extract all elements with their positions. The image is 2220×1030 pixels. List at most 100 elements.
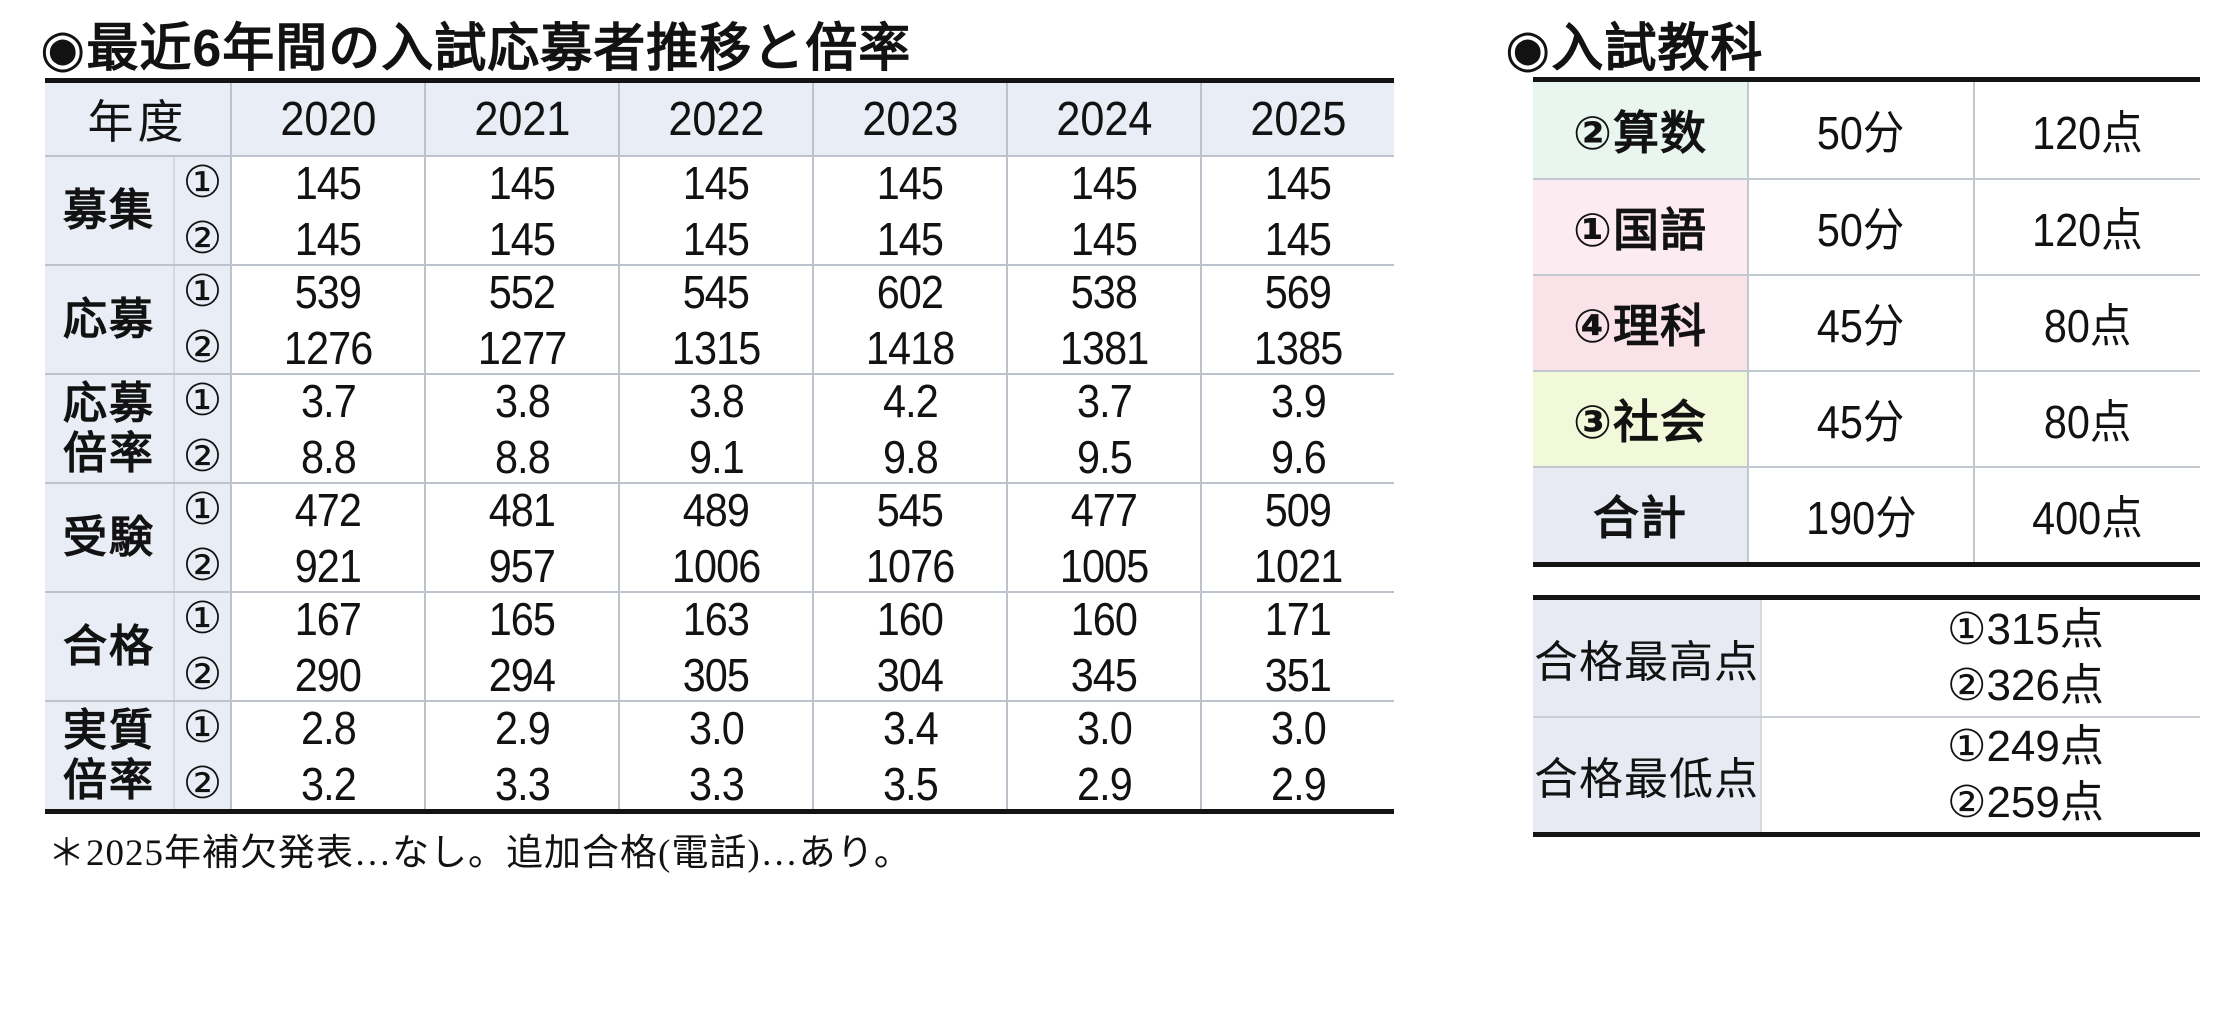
value-cell: 167 290	[230, 593, 424, 700]
round-2-mark: ②	[182, 322, 223, 372]
round-mark-cell: ① ②	[173, 157, 230, 264]
round-1-mark: ①	[182, 593, 223, 643]
subject-name: 合計	[1533, 468, 1747, 562]
subject-name: ④理科	[1533, 276, 1747, 370]
table-row-recruit: 募集 ① ② 145 145 145 145 145 145 145 145 145 14…	[45, 155, 1394, 264]
round-2-value: 3.2	[300, 757, 357, 809]
round-mark-cell: ① ②	[173, 593, 230, 700]
value-cell: 3.0 2.9	[1200, 702, 1394, 809]
value-cell: 477 1005	[1006, 484, 1200, 591]
time-value: 45分	[1817, 396, 1905, 448]
round-1-score: ①315点	[1947, 605, 2104, 654]
value-cell: 163 305	[618, 593, 812, 700]
round-1-value: 165	[488, 593, 556, 645]
year-cell-2023: 2023	[812, 83, 1006, 155]
round-2-value: 145	[682, 212, 750, 264]
round-2-mark: ②	[182, 649, 223, 699]
score-label: 合格最高点	[1533, 600, 1760, 716]
subject-points: 400点	[1973, 468, 2200, 562]
round-1-value: 145	[1070, 157, 1138, 209]
year-corner-cell: 年度	[45, 83, 230, 155]
round-1-value: 4.2	[882, 375, 939, 427]
round-2-value: 145	[1070, 212, 1138, 264]
points-value: 120点	[2032, 107, 2143, 159]
round-2-value: 145	[1264, 212, 1332, 264]
value-cell: 472 921	[230, 484, 424, 591]
applicants-header-row: 年度 2020 2021 2022 2023 2024 2025	[45, 83, 1394, 155]
round-2-value: 9.1	[688, 430, 745, 482]
round-1-mark: ①	[182, 157, 223, 207]
subject-time: 190分	[1747, 468, 1973, 562]
time-value: 45分	[1817, 300, 1905, 352]
table-row-applied: 応募 ① ② 539 1276 552 1277 545 1315 602 1418 5…	[45, 264, 1394, 373]
value-cell: 145 145	[424, 157, 618, 264]
footnote: ＊2025年補欠発表…なし。追加合格(電話)…あり。	[48, 833, 912, 874]
round-2-value: 145	[294, 212, 362, 264]
round-1-value: 545	[876, 484, 944, 536]
round-2-value: 1315	[671, 321, 761, 373]
round-mark-cell: ① ②	[173, 266, 230, 373]
subject-row-math: ②算数 50分 120点	[1533, 82, 2200, 178]
value-cell: 3.9 9.6	[1200, 375, 1394, 482]
value-cell: 145 145	[230, 157, 424, 264]
value-cell: 552 1277	[424, 266, 618, 373]
round-1-value: 145	[294, 157, 362, 209]
round-1-score: ①249点	[1947, 722, 2104, 771]
round-1-value: 3.4	[882, 702, 939, 754]
score-label: 合格最低点	[1533, 718, 1760, 832]
round-1-value: 538	[1070, 266, 1138, 318]
value-cell: 2.9 3.3	[424, 702, 618, 809]
table-row-examined: 受験 ① ② 472 921 481 957 489 1006 545 1076 477…	[45, 482, 1394, 591]
round-2-value: 3.3	[688, 757, 745, 809]
pass-score-table: 合格最高点 ①315点 ②326点 合格最低点 ①249点 ②259点	[1533, 595, 2200, 837]
year-label: 2021	[473, 92, 571, 146]
applicants-history-table: 年度 2020 2021 2022 2023 2024 2025 募集 ① ② …	[45, 78, 1394, 814]
round-2-value: 145	[876, 212, 944, 264]
year-label: 2022	[667, 92, 765, 146]
year-cell-2020: 2020	[230, 83, 424, 155]
table-row-passed: 合格 ① ② 167 290 165 294 163 305 160 304 160 34…	[45, 591, 1394, 700]
round-2-value: 921	[294, 539, 362, 591]
round-1-value: 167	[294, 593, 362, 645]
points-value: 80点	[2043, 396, 2132, 448]
round-2-mark: ②	[182, 758, 223, 808]
round-2-value: 957	[488, 539, 556, 591]
points-value: 80点	[2043, 300, 2132, 352]
value-cell: 481 957	[424, 484, 618, 591]
round-1-value: 3.0	[1076, 702, 1133, 754]
round-1-value: 145	[1264, 157, 1332, 209]
value-cell: 2.8 3.2	[230, 702, 424, 809]
row-label: 実質倍率	[45, 702, 173, 809]
value-cell: 165 294	[424, 593, 618, 700]
value-cell: 160 345	[1006, 593, 1200, 700]
round-2-value: 2.9	[1270, 757, 1327, 809]
score-row-lowest: 合格最低点 ①249点 ②259点	[1533, 716, 2200, 832]
value-cell: 489 1006	[618, 484, 812, 591]
round-1-value: 602	[876, 266, 944, 318]
round-1-value: 569	[1264, 266, 1332, 318]
round-1-value: 3.8	[688, 375, 745, 427]
value-cell: 3.4 3.5	[812, 702, 1006, 809]
score-values: ①249点 ②259点	[1760, 718, 2200, 832]
value-cell: 145 145	[618, 157, 812, 264]
round-2-mark: ②	[182, 431, 223, 481]
round-1-value: 3.9	[1270, 375, 1327, 427]
year-cell-2021: 2021	[424, 83, 618, 155]
round-2-value: 8.8	[494, 430, 551, 482]
time-value: 190分	[1805, 492, 1917, 544]
year-label: 2025	[1249, 92, 1347, 146]
subject-time: 50分	[1747, 82, 1973, 178]
subject-points: 80点	[1973, 372, 2200, 466]
round-2-value: 1021	[1253, 539, 1343, 591]
subject-points: 120点	[1973, 82, 2200, 178]
subject-row-social: ③社会 45分 80点	[1533, 370, 2200, 466]
round-1-value: 3.0	[1270, 702, 1327, 754]
points-value: 400点	[2032, 492, 2143, 544]
value-cell: 538 1381	[1006, 266, 1200, 373]
round-1-mark: ①	[182, 375, 223, 425]
table-row-application-ratio: 応募倍率 ① ② 3.7 8.8 3.8 8.8 3.8 9.1 4.2 9.8 3.7…	[45, 373, 1394, 482]
round-2-value: 290	[294, 648, 362, 700]
row-label: 応募	[45, 266, 173, 373]
subject-row-science: ④理科 45分 80点	[1533, 274, 2200, 370]
